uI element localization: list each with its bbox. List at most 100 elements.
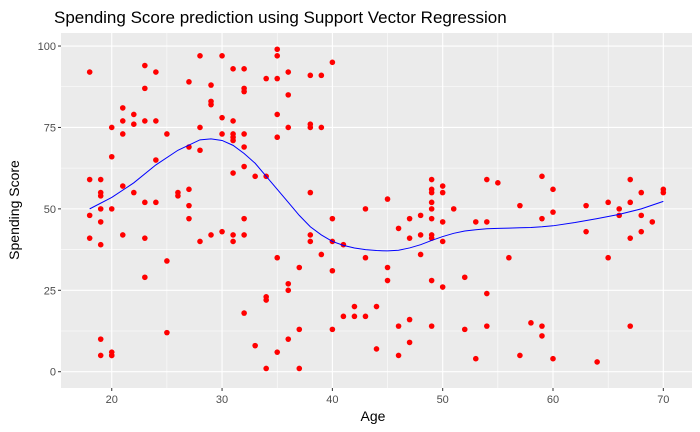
data-point [241,310,247,316]
data-point [241,215,247,222]
data-point [649,219,656,225]
data-point [208,232,214,238]
data-point [285,69,292,75]
data-point [153,157,159,163]
data-point [186,79,192,85]
data-point [406,339,413,346]
data-point [186,202,192,209]
data-point [605,254,611,261]
data-point [550,355,556,362]
data-point [428,277,435,284]
data-point [241,144,247,150]
data-point [428,189,435,196]
data-point [627,323,634,329]
data-point [97,176,104,183]
data-point [362,254,369,261]
data-point [583,228,589,235]
data-point [131,121,137,127]
prediction-layer [89,138,664,252]
data-point [230,66,236,72]
data-point [495,180,501,186]
data-point [274,254,281,261]
x-tick-label: 60 [547,394,559,406]
data-point [373,346,380,352]
data-point [417,212,424,219]
data-point [142,274,148,281]
x-tick-label: 50 [437,394,449,406]
data-point [428,215,435,222]
data-point [274,52,281,59]
data-point [263,297,269,303]
data-point [241,232,247,238]
data-point [307,124,314,131]
data-point [428,199,435,206]
data-point [108,124,115,131]
data-point [428,323,435,329]
y-tick-label: 25 [44,285,56,297]
data-point [539,173,545,180]
data-point [263,365,269,372]
data-point [638,212,645,219]
data-point [484,323,490,329]
data-point [230,137,236,144]
y-tick-label: 50 [44,204,56,216]
data-point [517,352,523,359]
data-point [142,235,148,241]
data-point [274,134,281,141]
data-point [638,228,645,235]
data-point [484,219,490,225]
data-point [329,326,336,333]
data-point [307,232,314,238]
data-point [153,69,159,75]
data-point [252,173,258,180]
data-point [186,186,192,193]
data-point [428,232,435,238]
data-point [660,189,667,196]
data-point [406,316,413,323]
data-point [406,215,413,222]
data-point [439,189,446,196]
data-point [285,124,292,131]
data-point [241,131,247,137]
y-tick-label: 75 [44,122,56,134]
data-point [616,206,622,212]
data-point [142,199,148,206]
x-tick-label: 70 [657,394,669,406]
data-point [318,72,325,79]
data-point [197,124,203,131]
data-point [263,75,269,82]
prediction-line [89,138,664,252]
data-point [484,176,490,183]
data-point [307,189,314,196]
data-point [439,183,446,189]
data-point [219,228,225,235]
y-tick-label: 100 [38,41,56,53]
data-point [119,232,126,238]
data-point [484,290,490,297]
data-point [439,219,446,225]
data-points [86,46,667,372]
data-point [329,215,336,222]
data-point [583,202,589,209]
data-point [97,193,104,199]
data-point [274,111,281,118]
data-point [241,163,247,170]
data-point [296,264,303,271]
x-tick-label: 20 [106,394,118,406]
data-point [539,333,545,339]
data-point [351,313,358,320]
data-point [362,206,369,212]
data-point [550,209,556,215]
plot-panel [61,33,692,388]
data-point [550,186,556,193]
data-point [384,277,391,284]
data-point [230,238,236,245]
data-point [539,323,545,329]
x-tick-label: 30 [216,394,228,406]
data-point [197,147,203,154]
data-point [627,235,634,241]
data-point [285,336,292,342]
data-point [517,202,523,209]
data-point [307,238,314,245]
